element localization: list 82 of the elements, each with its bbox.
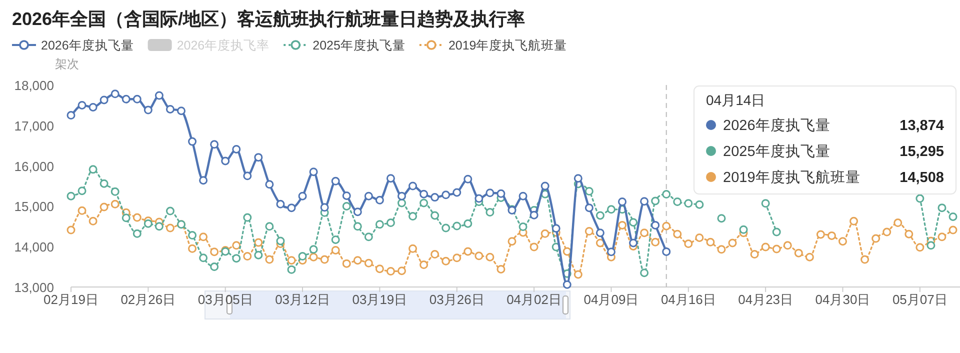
- point: [518, 192, 528, 200]
- x-tick-label: 03月19日: [352, 292, 408, 307]
- point: [640, 197, 649, 206]
- x-tick-label: 02月19日: [44, 292, 98, 307]
- point: [276, 200, 285, 208]
- point: [100, 96, 108, 104]
- point: [386, 174, 395, 183]
- point: [364, 192, 373, 200]
- y-tick-label: 15,000: [14, 199, 54, 214]
- y-tick-label: 14,000: [14, 240, 54, 255]
- x-tick-label: 04月30日: [815, 292, 870, 307]
- point: [420, 190, 428, 198]
- legend-label: 2026年度执飞量: [41, 38, 134, 52]
- point: [265, 180, 274, 189]
- point: [144, 106, 152, 114]
- point: [574, 174, 582, 183]
- point: [584, 204, 594, 212]
- point: [662, 247, 671, 256]
- y-tick-label: 17,000: [14, 118, 54, 134]
- point: [375, 196, 384, 204]
- point: [78, 100, 86, 110]
- point: [596, 228, 604, 238]
- point: [309, 168, 318, 176]
- x-tick-label: 04月02日: [506, 292, 562, 307]
- point: [342, 191, 351, 200]
- point: [188, 137, 197, 146]
- x-tick-label: 04月09日: [584, 292, 639, 307]
- point: [618, 198, 626, 206]
- point: [562, 280, 572, 289]
- point: [452, 188, 462, 197]
- point: [154, 91, 164, 100]
- y-tick-label: 16,000: [14, 158, 54, 174]
- annotation: 13,874: [900, 118, 944, 134]
- point: [132, 94, 142, 104]
- point: [210, 140, 219, 149]
- annotation: 04月14日: [706, 92, 766, 108]
- point: [629, 238, 638, 248]
- point: [552, 224, 560, 233]
- point: [496, 189, 506, 198]
- point: [122, 94, 130, 104]
- x-tick-label: 03月26日: [429, 292, 484, 307]
- point: [651, 220, 660, 230]
- x-tick-label: 02月26日: [120, 292, 176, 307]
- point: [66, 111, 76, 120]
- point: [110, 90, 120, 98]
- point: [606, 248, 616, 256]
- point: [232, 144, 241, 154]
- x-tick-label: 05月07日: [892, 292, 948, 307]
- point: [199, 176, 208, 185]
- y-axis-title: 架次: [55, 57, 79, 71]
- point: [464, 174, 472, 184]
- legend-label: 2019年度执飞航班量: [723, 169, 860, 186]
- point: [486, 188, 494, 198]
- point: [243, 172, 252, 180]
- point: [177, 106, 186, 116]
- point: [540, 182, 550, 190]
- x-tick-label: 04月23日: [738, 292, 794, 307]
- point: [353, 208, 362, 216]
- legend-label: 2025年度执飞量: [723, 143, 830, 160]
- point: [166, 104, 174, 114]
- point: [530, 210, 538, 220]
- y-tick-label: 18,000: [14, 78, 54, 93]
- annotation: 14,508: [900, 170, 944, 186]
- x-tick-label: 03月12日: [275, 292, 330, 307]
- annotation: 15,295: [900, 144, 944, 160]
- x-tick-label: 04月16日: [660, 292, 716, 307]
- title: 2026年全国（含国际/地区）客运航班执行航班量日趋势及执行率: [12, 9, 526, 29]
- y-tick-label: 13,000: [14, 280, 54, 295]
- point: [320, 203, 329, 212]
- point: [398, 192, 406, 200]
- text: 2026年度执飞量: [723, 118, 830, 134]
- point: [298, 192, 307, 200]
- point: [221, 156, 230, 166]
- x-tick-label: 03月05日: [198, 292, 253, 307]
- point: [442, 190, 450, 200]
- point: [408, 182, 418, 190]
- point: [88, 102, 98, 112]
- point: [474, 194, 484, 203]
- point: [287, 204, 296, 212]
- point: [254, 153, 263, 162]
- point: [430, 193, 440, 202]
- point: [331, 176, 340, 186]
